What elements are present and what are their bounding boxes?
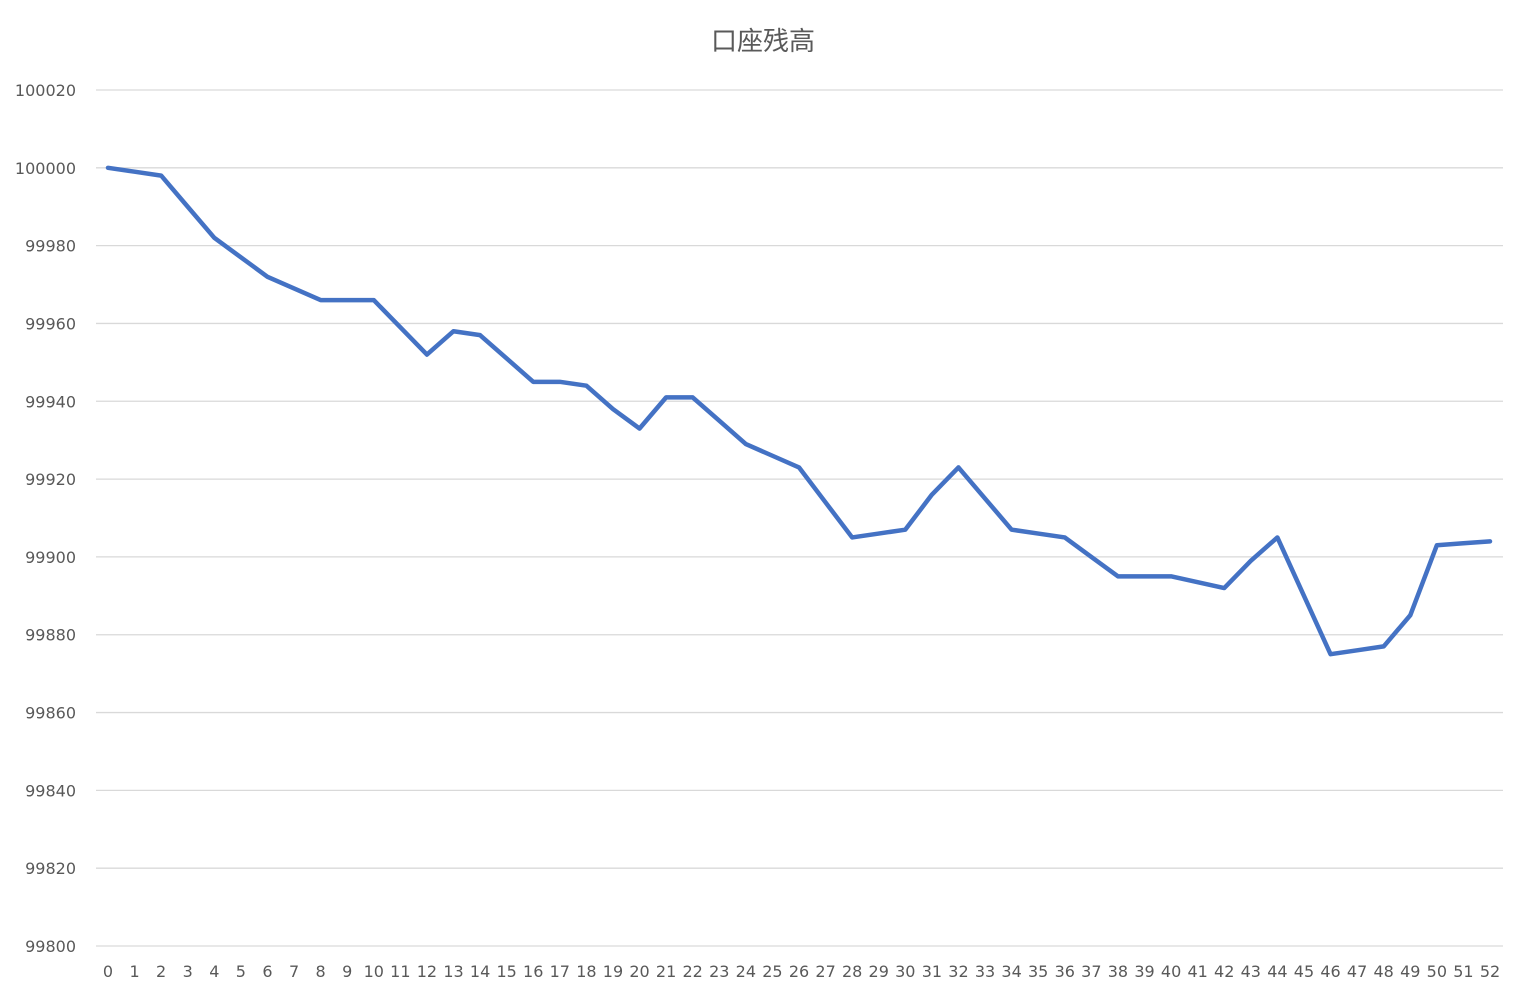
y-tick-label: 99800 — [25, 937, 76, 956]
x-tick-label: 5 — [236, 962, 246, 981]
gridlines — [96, 89, 1503, 947]
x-tick-label: 6 — [262, 962, 272, 981]
x-tick-label: 44 — [1267, 962, 1287, 981]
y-tick-label: 99820 — [25, 859, 76, 878]
x-tick-label: 7 — [289, 962, 299, 981]
x-tick-label: 31 — [922, 962, 942, 981]
y-tick-label: 99920 — [25, 470, 76, 489]
x-tick-label: 15 — [496, 962, 516, 981]
x-tick-label: 47 — [1347, 962, 1367, 981]
x-tick-label: 27 — [815, 962, 835, 981]
x-axis-tick-labels: 0 1 2 3 4 5 6 7 8 9 10 11 12 13 14 15 16 17 18 19 20 21 22 23 24… — [103, 962, 1500, 981]
x-tick-label: 16 — [523, 962, 543, 981]
x-tick-label: 29 — [869, 962, 889, 981]
x-tick-label: 46 — [1320, 962, 1340, 981]
y-tick-label: 99900 — [25, 548, 76, 567]
x-tick-label: 30 — [895, 962, 915, 981]
x-tick-label: 40 — [1161, 962, 1181, 981]
y-tick-label: 99940 — [25, 392, 76, 411]
x-tick-label: 41 — [1187, 962, 1207, 981]
x-tick-label: 18 — [576, 962, 596, 981]
y-tick-label: 99880 — [25, 626, 76, 645]
x-tick-label: 4 — [209, 962, 219, 981]
x-tick-label: 11 — [390, 962, 410, 981]
x-tick-label: 12 — [417, 962, 437, 981]
x-tick-label: 23 — [709, 962, 729, 981]
x-tick-label: 13 — [443, 962, 463, 981]
x-tick-label: 35 — [1028, 962, 1048, 981]
x-tick-label: 1 — [129, 962, 139, 981]
x-tick-label: 0 — [103, 962, 113, 981]
x-tick-label: 17 — [550, 962, 570, 981]
x-tick-label: 25 — [762, 962, 782, 981]
x-tick-label: 24 — [736, 962, 756, 981]
x-tick-label: 42 — [1214, 962, 1234, 981]
series-layer — [105, 165, 1493, 657]
x-tick-label: 19 — [603, 962, 623, 981]
x-tick-label: 21 — [656, 962, 676, 981]
x-tick-label: 22 — [683, 962, 703, 981]
x-tick-label: 9 — [342, 962, 352, 981]
x-tick-label: 28 — [842, 962, 862, 981]
x-tick-label: 32 — [948, 962, 968, 981]
series-line-0 — [105, 165, 1493, 657]
y-tick-label: 100020 — [15, 81, 76, 100]
x-tick-label: 33 — [975, 962, 995, 981]
y-tick-label: 99840 — [25, 781, 76, 800]
x-tick-label: 36 — [1055, 962, 1075, 981]
y-tick-label: 99980 — [25, 237, 76, 256]
x-tick-label: 8 — [316, 962, 326, 981]
x-tick-label: 51 — [1453, 962, 1473, 981]
x-tick-label: 20 — [629, 962, 649, 981]
y-tick-label: 100000 — [15, 159, 76, 178]
x-tick-label: 34 — [1001, 962, 1021, 981]
x-tick-label: 45 — [1294, 962, 1314, 981]
x-tick-label: 43 — [1241, 962, 1261, 981]
chart-title: 口座残高 — [711, 27, 815, 57]
x-tick-label: 48 — [1374, 962, 1394, 981]
y-tick-label: 99960 — [25, 314, 76, 333]
x-tick-label: 2 — [156, 962, 166, 981]
x-tick-label: 39 — [1134, 962, 1154, 981]
x-tick-label: 26 — [789, 962, 809, 981]
x-tick-label: 14 — [470, 962, 490, 981]
x-tick-label: 10 — [364, 962, 384, 981]
y-tick-label: 99860 — [25, 704, 76, 723]
x-tick-label: 37 — [1081, 962, 1101, 981]
x-tick-label: 3 — [183, 962, 193, 981]
y-axis-tick-labels: 99800 99820 99840 99860 99880 99900 99920 99940… — [15, 81, 76, 956]
x-tick-label: 49 — [1400, 962, 1420, 981]
x-tick-label: 38 — [1108, 962, 1128, 981]
x-tick-label: 52 — [1480, 962, 1500, 981]
x-tick-label: 50 — [1427, 962, 1447, 981]
